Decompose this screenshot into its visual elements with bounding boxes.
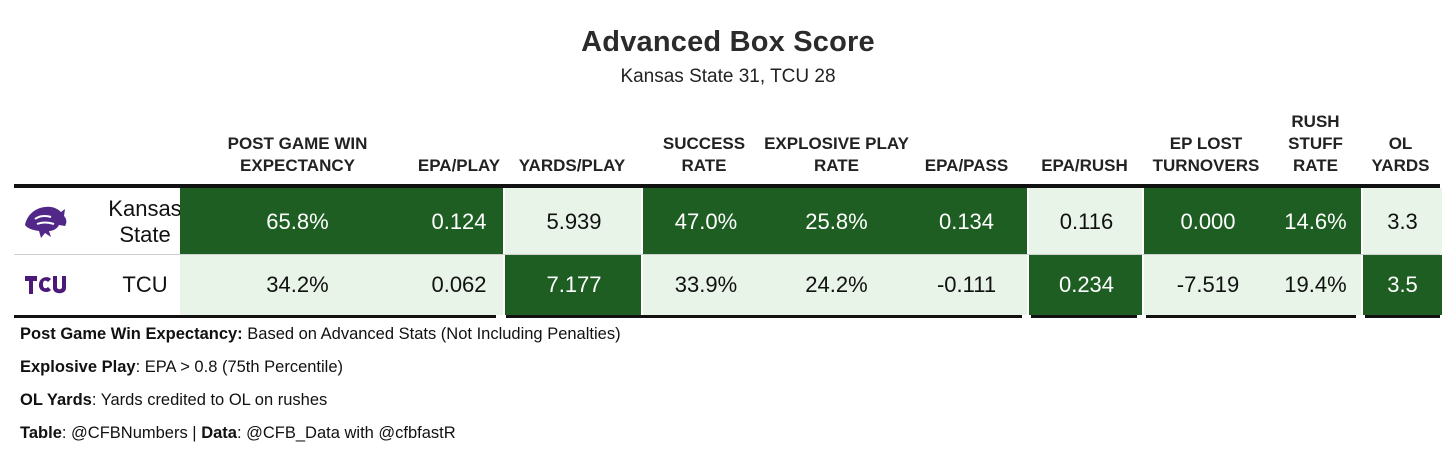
footnote-win-expectancy: Post Game Win Expectancy: Based on Advan…: [20, 325, 621, 343]
column-header: RUSH STUFF RATE: [1288, 112, 1343, 175]
team-name: Kansas State: [108, 195, 182, 247]
bottom-rule-segment: [1031, 315, 1137, 318]
footnote-explosive-play: Explosive Play: EPA > 0.8 (75th Percenti…: [20, 358, 344, 376]
table-row-tcu: TCU 34.2% 0.062 7.177 33.9% 24.2% -0.111 0.234…: [14, 255, 1442, 315]
table-cell: 65.8%: [180, 188, 415, 255]
bottom-rule-segment: [1365, 315, 1440, 318]
table-cell: 47.0%: [641, 188, 769, 255]
table-cell: 33.9%: [641, 255, 769, 315]
table-cell: 34.2%: [180, 255, 415, 315]
column-header: OL YARDS: [1371, 134, 1430, 175]
table-cell: 14.6%: [1270, 188, 1361, 255]
header-rule: [14, 184, 1440, 188]
team-name: TCU: [122, 272, 168, 297]
tcu-logo-icon: [20, 269, 70, 301]
column-header: EP LOST TURNOVERS: [1152, 134, 1260, 175]
bottom-rule-segment: [14, 315, 496, 318]
table-title: Advanced Box Score: [581, 26, 875, 58]
table-cell: 25.8%: [767, 188, 906, 255]
table-cell: 0.116: [1027, 188, 1144, 255]
table-cell: 0.124: [415, 188, 503, 255]
table-cell: 0.062: [415, 255, 503, 315]
table-row-kansas-state: Kansas State 65.8% 0.124 5.939 47.0% 25.8% 0.…: [14, 188, 1442, 255]
table-cell: -7.519: [1142, 255, 1272, 315]
table-cell: 3.5: [1361, 255, 1442, 315]
table-cell: 0.000: [1142, 188, 1272, 255]
column-header: EXPLOSIVE PLAY RATE: [764, 134, 909, 175]
table-cell: 7.177: [503, 255, 643, 315]
table-cell: 5.939: [503, 188, 643, 255]
column-header: EPA/RUSH: [1041, 156, 1128, 175]
bottom-rule-segment: [506, 315, 1022, 318]
column-header: EPA/PLAY: [417, 156, 501, 175]
column-header: YARDS/PLAY: [518, 156, 626, 175]
table-cell: 24.2%: [767, 255, 906, 315]
table-cell: 0.134: [906, 188, 1027, 255]
table-cell: 3.3: [1361, 188, 1442, 255]
footnote-ol-yards: OL Yards: Yards credited to OL on rushes: [20, 391, 328, 409]
footnote-credits: Table: @CFBNumbers | Data: @CFB_Data wit…: [20, 424, 456, 442]
table-cell: 19.4%: [1270, 255, 1361, 315]
row-divider: [14, 254, 1440, 255]
column-header: SUCCESS RATE: [662, 134, 746, 175]
powercat-icon: [20, 202, 70, 242]
table-cell: 0.234: [1027, 255, 1144, 315]
table-cell: -0.111: [906, 255, 1027, 315]
column-header: POST GAME WIN EXPECTANCY: [227, 134, 368, 175]
table-subtitle: Kansas State 31, TCU 28: [620, 66, 836, 87]
column-header: EPA/PASS: [924, 156, 1009, 175]
bottom-rule-segment: [1146, 315, 1356, 318]
